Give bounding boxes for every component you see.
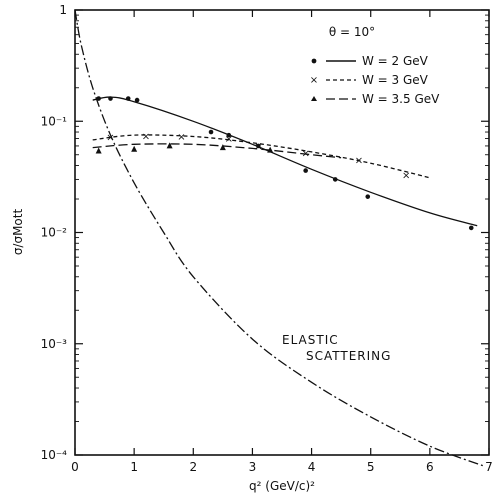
data-point-triangle (267, 146, 274, 153)
data-point-dot (208, 129, 214, 135)
data-point-x: × (254, 141, 262, 152)
annotation-elastic: ELASTIC (282, 333, 339, 347)
data-points: × × × × × × × × (95, 96, 474, 231)
angle-label: θ = 10° (329, 25, 375, 39)
legend-marker-w35 (311, 96, 317, 101)
curve-w3 (92, 134, 431, 179)
data-point-x: × (301, 148, 309, 159)
x-tick-label: 3 (249, 460, 257, 474)
y-tick-label: 10⁻⁴ (41, 448, 68, 462)
y-axis-label: σ/σMott (11, 209, 25, 256)
data-point-dot (134, 97, 140, 103)
data-point-dot (226, 132, 232, 138)
data-point-dot (108, 96, 113, 101)
x-tick-label: 1 (130, 460, 138, 474)
data-point-dot (332, 177, 338, 182)
data-point-x: × (355, 155, 363, 166)
legend-label-w35: W = 3.5 GeV (362, 92, 440, 106)
x-tick-label: 4 (308, 460, 316, 474)
y-tick-label: 10⁻³ (41, 337, 68, 351)
data-point-triangle (95, 147, 102, 154)
x-tick-label: 0 (71, 460, 79, 474)
data-point-triangle (166, 142, 173, 149)
curve-elastic (74, 9, 484, 467)
data-point-dot (468, 225, 474, 231)
data-point-dot (96, 96, 101, 101)
data-point-dot (256, 143, 261, 149)
x-tick-label: 2 (189, 460, 197, 474)
annotation-scattering: SCATTERING (306, 349, 391, 363)
data-point-triangle (219, 144, 226, 151)
y-tick-label: 10⁻¹ (41, 114, 68, 128)
x-tick-label: 7 (485, 460, 493, 474)
legend-label-w2: W = 2 GeV (362, 54, 429, 68)
curve-w2 (92, 96, 478, 227)
legend-marker-w3: × (310, 75, 318, 86)
data-point-x: × (106, 133, 114, 144)
legend: W = 2 GeV × W = 3 GeV W = 3.5 GeV (310, 54, 440, 106)
data-point-x: × (177, 132, 185, 143)
axis-ticks: 0 1 2 3 4 5 6 7 10⁻⁴ 10⁻³ 10⁻² 10⁻¹ 1 (41, 3, 493, 474)
legend-marker-w2 (311, 58, 317, 64)
y-tick-label: 10⁻² (41, 226, 68, 240)
data-point-dot (125, 96, 131, 101)
x-tick-label: 6 (426, 460, 434, 474)
data-point-dot (303, 168, 308, 173)
y-tick-label: 1 (59, 3, 67, 17)
data-point-x: × (142, 131, 150, 142)
data-point-x: × (402, 170, 410, 181)
x-tick-label: 5 (367, 460, 375, 474)
x-axis-label: q² (GeV/c)² (249, 479, 315, 493)
legend-label-w3: W = 3 GeV (362, 73, 429, 87)
data-point-x: × (225, 134, 233, 145)
data-point-dot (365, 194, 371, 199)
data-point-triangle (131, 145, 138, 152)
